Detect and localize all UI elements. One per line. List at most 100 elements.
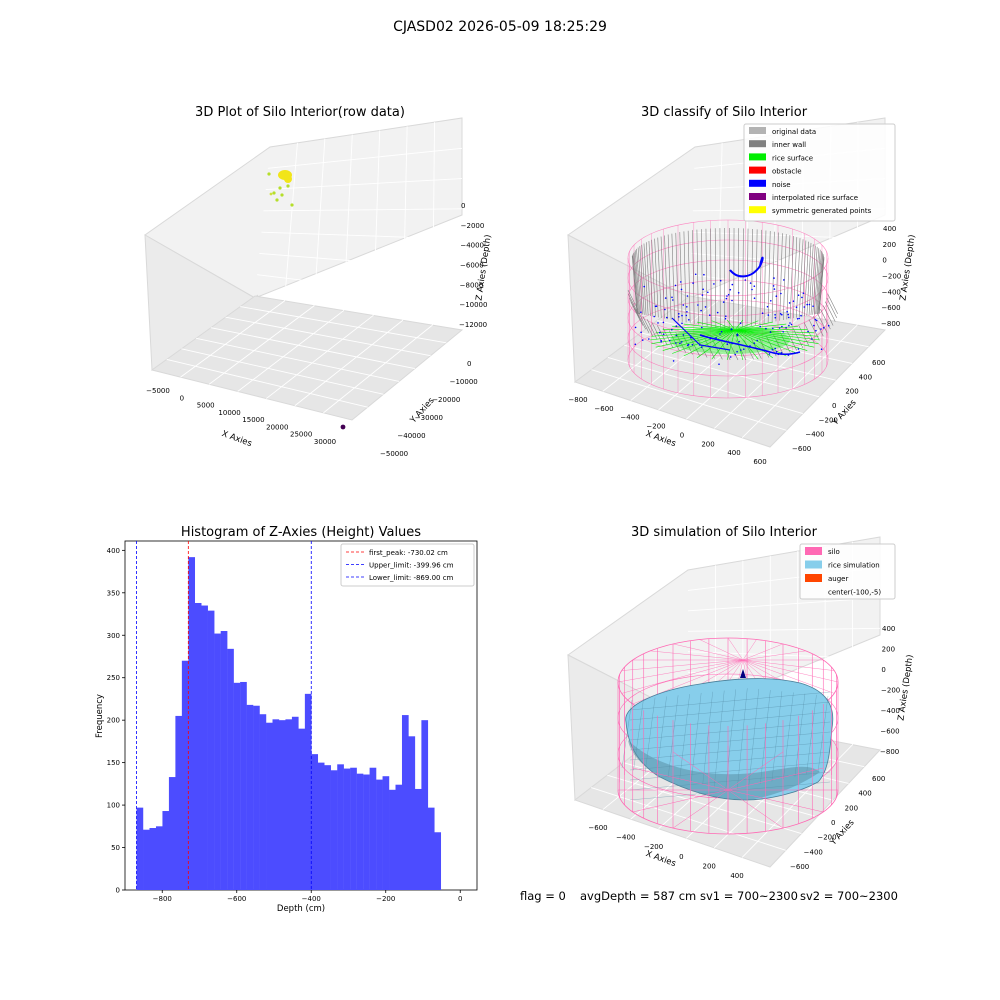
histogram-bar xyxy=(427,807,435,890)
simulation-z-tick: 0 xyxy=(881,666,885,674)
noise-point xyxy=(702,288,704,291)
footer-flag: flag = 0 xyxy=(520,889,566,903)
inner-wall-line xyxy=(671,233,675,321)
noise-point xyxy=(678,313,680,315)
inner-wall-line xyxy=(786,235,791,320)
grid-line xyxy=(237,310,344,392)
grid-line xyxy=(261,231,463,240)
histogram-legend-label: first_peak: -730.02 cm xyxy=(369,549,448,557)
noise-point xyxy=(685,314,688,317)
histogram-bar xyxy=(272,719,280,890)
noise-point xyxy=(729,288,732,291)
inner-wall-line xyxy=(635,309,646,330)
raw-z-tick: −8000 xyxy=(460,281,484,289)
noise-point xyxy=(643,285,645,288)
inner-wall-line xyxy=(817,252,823,314)
histogram-bar xyxy=(369,767,377,890)
rice-surface-line xyxy=(734,329,759,360)
noise-point xyxy=(797,294,800,297)
noise-point xyxy=(774,314,776,316)
simulation-y-tick: −200 xyxy=(817,834,836,842)
silo-floor-line xyxy=(632,789,729,813)
noise-point xyxy=(795,306,798,309)
classify-z-tick: 0 xyxy=(882,257,886,265)
noise-point xyxy=(713,283,715,285)
inner-wall-line xyxy=(696,229,699,325)
noise-point xyxy=(675,342,677,344)
rice-surface-line xyxy=(734,320,759,331)
noise-point xyxy=(725,315,727,318)
raw-point xyxy=(286,184,290,188)
inner-wall-line xyxy=(679,232,683,322)
inner-wall-line xyxy=(714,228,717,328)
noise-point xyxy=(800,314,802,317)
rice-surface-line xyxy=(726,329,736,360)
simulation-legend-swatch xyxy=(805,547,822,555)
simulation-legend-label: center(-100,-5) xyxy=(828,589,881,597)
inner-wall-line xyxy=(826,297,838,318)
noise-point xyxy=(769,331,772,333)
histogram-bar xyxy=(175,715,183,890)
simulation-x-tick: 200 xyxy=(703,862,716,870)
inner-wall-line xyxy=(813,248,820,315)
noise-point xyxy=(739,322,742,325)
grid-line xyxy=(180,300,285,378)
simulation-silo-front-wireframe xyxy=(617,682,839,835)
histogram-bar xyxy=(227,648,234,890)
rice-mesh-line xyxy=(806,694,817,775)
classify-y-tick: 0 xyxy=(832,402,836,410)
simulation-x-ticks: −600 −400 −200 0 200 400 xyxy=(588,824,743,880)
histogram-legend-label: Lower_limit: -869.00 cm xyxy=(369,574,454,582)
inner-wall-line xyxy=(815,249,821,315)
histogram-bar xyxy=(201,605,208,890)
silo-roof-line xyxy=(621,659,744,671)
inner-wall-line xyxy=(796,238,801,318)
histogram-bar xyxy=(337,764,344,890)
histogram-bar xyxy=(311,754,319,890)
simulation-z-tick: 400 xyxy=(882,625,895,633)
raw-point xyxy=(280,193,284,197)
simulation-3d-plot: 3D simulation of Silo Interior −600−400−… xyxy=(567,525,916,880)
histogram-bar xyxy=(149,828,157,890)
inner-wall-line xyxy=(783,234,787,320)
figure-suptitle: CJASD02 2026-05-09 18:25:29 xyxy=(393,19,607,35)
raw-x-tick: 25000 xyxy=(290,431,312,439)
inner-wall-line xyxy=(668,330,680,351)
histogram-bar xyxy=(291,716,299,890)
noise-point xyxy=(724,317,727,320)
inner-wall-line xyxy=(827,293,838,315)
noise-point xyxy=(672,299,674,301)
classify-floor-pane xyxy=(573,295,887,448)
rice-surface-line xyxy=(672,326,736,331)
noise-point xyxy=(738,340,740,343)
raw-point xyxy=(275,198,279,202)
classify-z-tick: −400 xyxy=(882,288,901,296)
noise-point xyxy=(687,343,690,346)
simulation-z-tick: −400 xyxy=(881,707,900,715)
rice-mesh-line xyxy=(714,690,725,787)
grid-line xyxy=(259,252,463,270)
noise-point xyxy=(725,297,728,300)
simulation-y-tick: −400 xyxy=(804,848,823,856)
footer-sv2: sv2 = 700~2300 xyxy=(800,889,898,903)
histogram-bar xyxy=(343,768,351,890)
rice-surface-line xyxy=(651,329,736,337)
grid-line xyxy=(265,178,463,191)
grid-line xyxy=(402,126,408,321)
noise-point xyxy=(822,327,825,329)
histogram-bar xyxy=(207,610,215,890)
inner-wall-line xyxy=(758,337,770,358)
noise-point xyxy=(786,310,788,313)
noise-point xyxy=(674,284,677,287)
histogram-bar xyxy=(181,660,189,890)
noise-point xyxy=(761,312,764,315)
noise-point xyxy=(780,352,783,354)
classify-x-tick: 0 xyxy=(680,431,684,439)
rice-surface-line xyxy=(734,329,815,348)
noise-point xyxy=(659,331,661,334)
histogram-x-ticklabel: −200 xyxy=(376,895,395,903)
simulation-x-tick: −600 xyxy=(588,824,607,832)
histogram-title: Histogram of Z-Axies (Height) Values xyxy=(181,525,421,540)
